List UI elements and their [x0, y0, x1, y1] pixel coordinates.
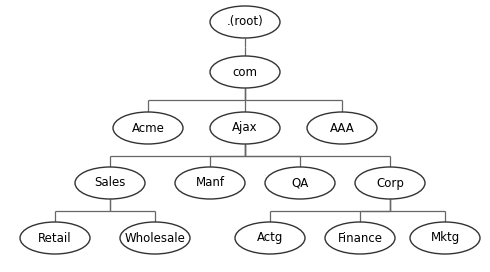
Text: Retail: Retail [38, 231, 72, 245]
Ellipse shape [210, 56, 280, 88]
Text: AAA: AAA [330, 122, 354, 134]
Ellipse shape [410, 222, 480, 254]
Ellipse shape [120, 222, 190, 254]
Ellipse shape [20, 222, 90, 254]
Ellipse shape [113, 112, 183, 144]
Text: Corp: Corp [376, 177, 404, 190]
Text: Manf: Manf [196, 177, 224, 190]
Ellipse shape [75, 167, 145, 199]
Ellipse shape [355, 167, 425, 199]
Ellipse shape [265, 167, 335, 199]
Text: Ajax: Ajax [232, 122, 258, 134]
Text: com: com [232, 66, 258, 79]
Text: Wholesale: Wholesale [124, 231, 185, 245]
Ellipse shape [210, 112, 280, 144]
Text: QA: QA [292, 177, 309, 190]
Text: Mktg: Mktg [430, 231, 460, 245]
Text: Sales: Sales [94, 177, 126, 190]
Ellipse shape [235, 222, 305, 254]
Text: Actg: Actg [257, 231, 283, 245]
Text: Acme: Acme [131, 122, 165, 134]
Ellipse shape [325, 222, 395, 254]
Ellipse shape [175, 167, 245, 199]
Ellipse shape [210, 6, 280, 38]
Text: Finance: Finance [338, 231, 383, 245]
Text: .(root): .(root) [226, 16, 264, 29]
Ellipse shape [307, 112, 377, 144]
